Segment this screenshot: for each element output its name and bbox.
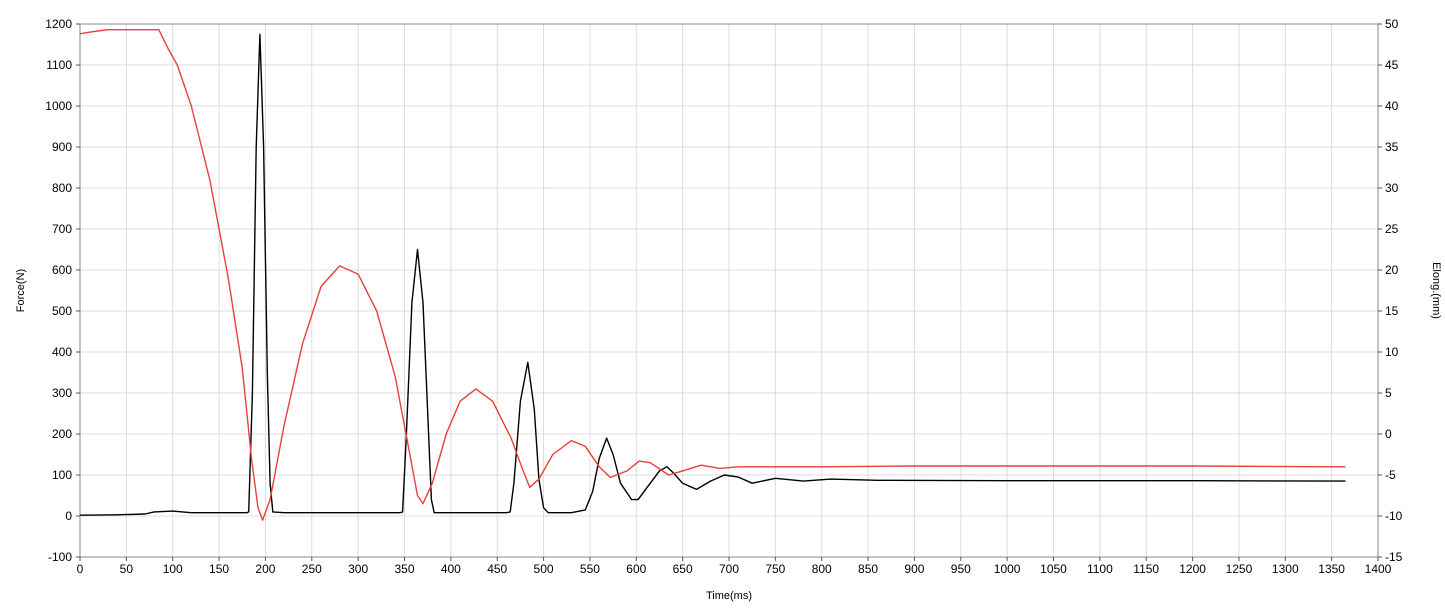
- y-axis-right-title: Elong.(mm): [1430, 262, 1442, 319]
- x-tick-label: 50: [120, 562, 134, 576]
- y-right-tick-label: 35: [1385, 140, 1399, 154]
- y-left-tick-label: 300: [52, 386, 72, 400]
- y-right-tick-label: -10: [1385, 509, 1403, 523]
- x-tick-label: 550: [580, 562, 600, 576]
- x-tick-label: 100: [163, 562, 183, 576]
- y-left-tick-label: 400: [52, 345, 72, 359]
- x-axis-title: Time(ms): [706, 590, 752, 602]
- x-tick-label: 1400: [1365, 562, 1392, 576]
- x-tick-label: 800: [812, 562, 832, 576]
- y-right-tick-label: 10: [1385, 345, 1399, 359]
- series-layer: [79, 29, 1346, 521]
- y-right-tick-label: 30: [1385, 181, 1399, 195]
- x-tick-label: 1050: [1040, 562, 1067, 576]
- y-left-tick-label: -100: [48, 550, 72, 564]
- y-right-tick-label: 0: [1385, 427, 1392, 441]
- y-left-tick-label: 1200: [45, 17, 72, 31]
- x-tick-label: 750: [765, 562, 785, 576]
- x-tick-label: 1350: [1318, 562, 1345, 576]
- axis-ticks: 0 50 100 150 200 250 300 350 400 450 500 550 600 650 7…: [45, 17, 1402, 576]
- y-left-tick-label: 200: [52, 427, 72, 441]
- y-right-tick-label: 40: [1385, 99, 1399, 113]
- x-tick-label: 1000: [994, 562, 1021, 576]
- y-left-tick-label: 100: [52, 468, 72, 482]
- x-tick-label: 900: [904, 562, 924, 576]
- x-tick-label: 350: [394, 562, 414, 576]
- x-tick-label: 200: [255, 562, 275, 576]
- y-left-tick-label: 900: [52, 140, 72, 154]
- y-left-tick-label: 800: [52, 181, 72, 195]
- y-left-tick-label: 700: [52, 222, 72, 236]
- x-tick-label: 500: [534, 562, 554, 576]
- y-right-tick-label: -15: [1385, 550, 1403, 564]
- x-tick-label: 1200: [1179, 562, 1206, 576]
- x-tick-label: 700: [719, 562, 739, 576]
- x-tick-label: 300: [348, 562, 368, 576]
- x-tick-label: 950: [951, 562, 971, 576]
- x-tick-label: 1300: [1272, 562, 1299, 576]
- y-axis-left-title: Force(N): [15, 269, 27, 312]
- x-tick-label: 450: [487, 562, 507, 576]
- elongation-series-line: [79, 29, 1346, 521]
- y-right-tick-label: 20: [1385, 263, 1399, 277]
- y-left-tick-label: 0: [65, 509, 72, 523]
- grid-lines: [79, 23, 1379, 558]
- y-left-tick-label: 600: [52, 263, 72, 277]
- x-tick-label: 600: [626, 562, 646, 576]
- y-left-tick-label: 1000: [45, 99, 72, 113]
- y-right-tick-label: 15: [1385, 304, 1399, 318]
- y-right-tick-label: -5: [1385, 468, 1396, 482]
- y-right-tick-label: 5: [1385, 386, 1392, 400]
- y-left-tick-label: 500: [52, 304, 72, 318]
- y-right-tick-label: 45: [1385, 58, 1399, 72]
- x-tick-label: 650: [673, 562, 693, 576]
- x-tick-label: 1250: [1226, 562, 1253, 576]
- x-tick-label: 850: [858, 562, 878, 576]
- x-tick-label: 0: [77, 562, 84, 576]
- x-tick-label: 1150: [1133, 562, 1159, 576]
- y-right-tick-label: 50: [1385, 17, 1399, 31]
- x-tick-label: 400: [441, 562, 461, 576]
- x-tick-label: 150: [209, 562, 229, 576]
- x-tick-label: 250: [302, 562, 322, 576]
- force-series-line: [79, 33, 1346, 516]
- y-left-tick-label: 1100: [46, 58, 72, 72]
- x-tick-label: 1100: [1087, 562, 1113, 576]
- y-right-tick-label: 25: [1385, 222, 1399, 236]
